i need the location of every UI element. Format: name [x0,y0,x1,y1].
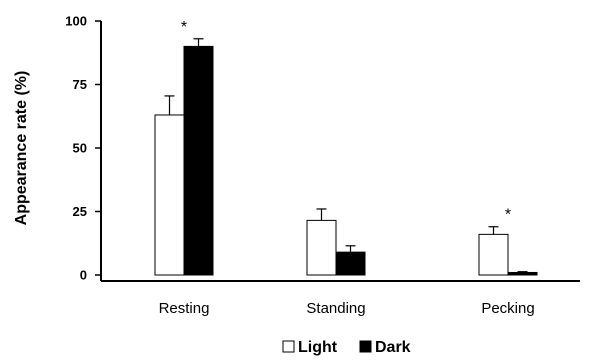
significance-mark-resting: * [181,19,187,36]
legend-swatch-dark [359,340,372,353]
legend-label-light: Light [298,339,338,356]
y-axis-ticks: 0 25 50 75 100 [65,14,101,283]
bar-light-resting [154,114,185,276]
y-tick-label-75: 75 [73,77,87,92]
y-tick-label-50: 50 [73,141,87,156]
significance-marks: ** [181,19,511,224]
y-tick-label-25: 25 [73,204,87,219]
x-category-label-pecking: Pecking [481,300,534,317]
x-category-label-standing: Standing [306,300,365,317]
axes [100,21,580,282]
y-axis-title: Appearance rate (%) [13,71,30,226]
bar-light-pecking [478,233,509,276]
x-category-label-resting: Resting [159,300,210,317]
legend-label-dark: Dark [375,339,411,356]
bar-dark-pecking [507,271,538,276]
error-bars [164,38,528,273]
significance-mark-pecking: * [505,207,511,224]
bar-dark-standing [335,251,366,276]
bar-light-standing [306,219,337,276]
y-tick-label-100: 100 [65,14,87,29]
bars [154,45,538,276]
bar-dark-resting [183,45,214,276]
legend: Light Dark [282,339,411,356]
x-axis-labels: Resting Standing Pecking [159,300,535,317]
y-tick-label-0: 0 [80,268,87,283]
legend-swatch-light [282,340,295,353]
